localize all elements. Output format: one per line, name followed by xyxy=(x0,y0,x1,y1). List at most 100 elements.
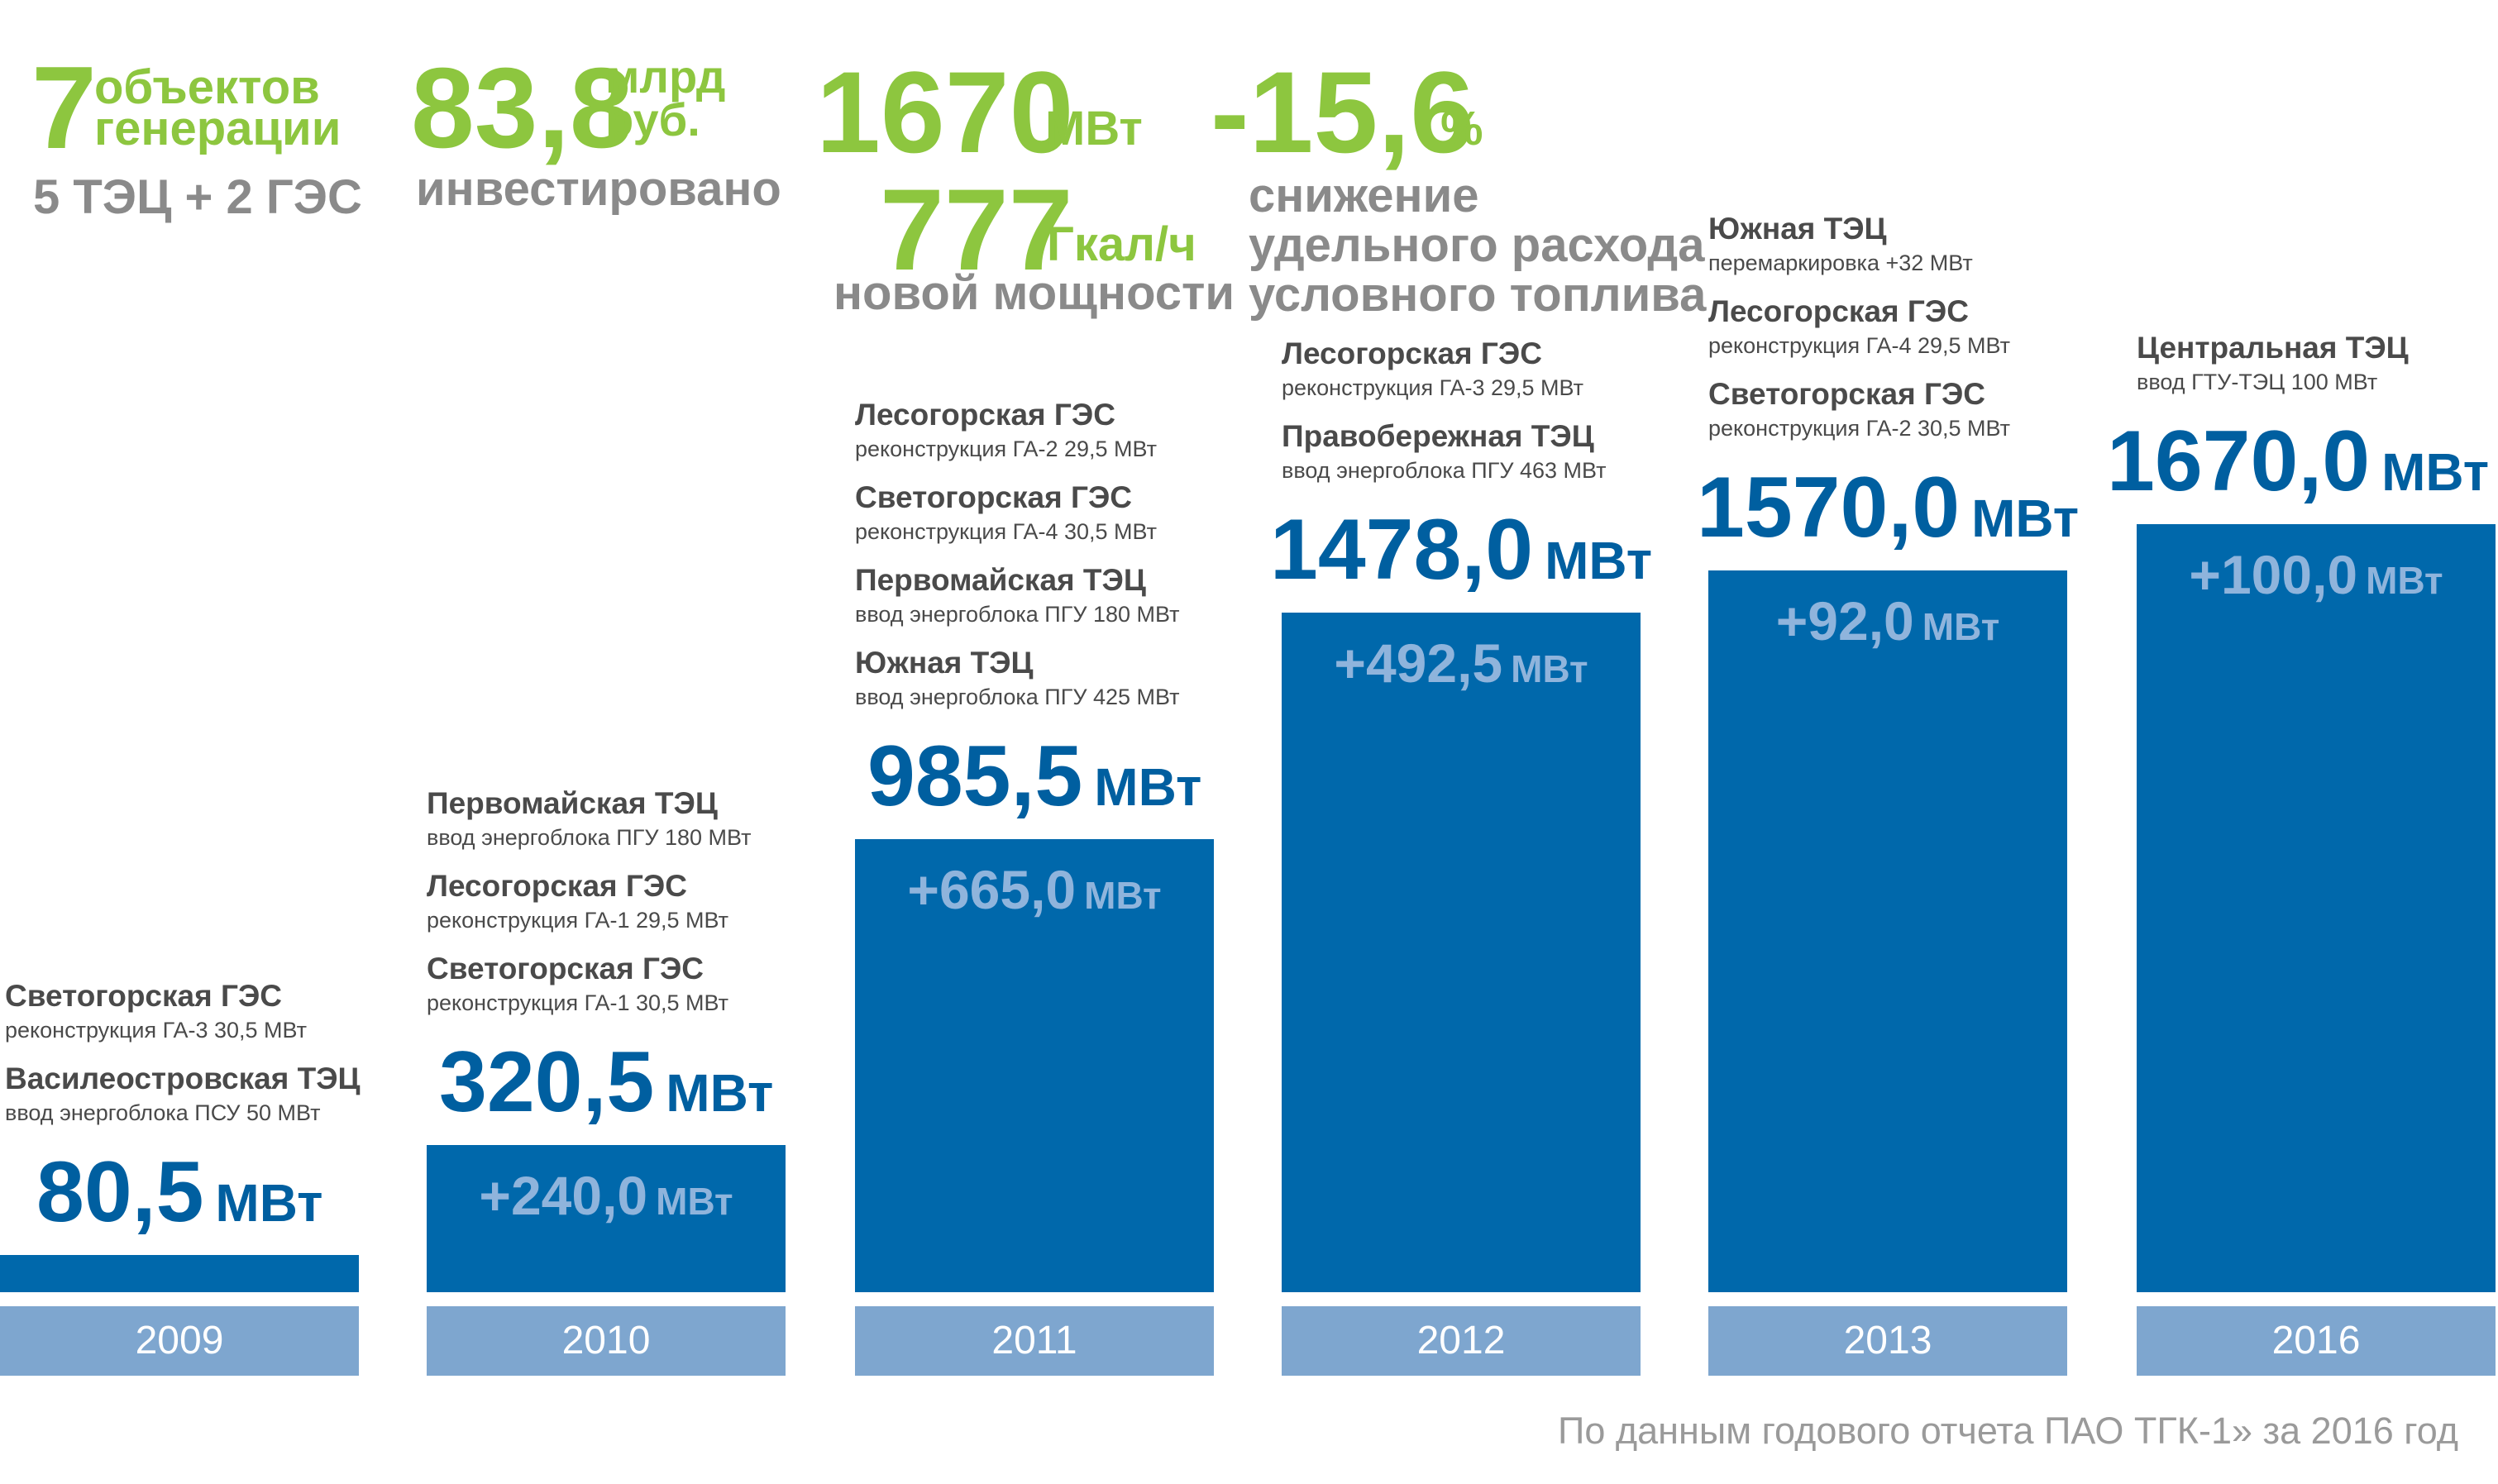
total-value: 1570,0 xyxy=(1697,460,1961,556)
annotation-item: Светогорская ГЭС реконструкция ГА-4 30,5 … xyxy=(855,479,1180,546)
total-unit: МВт xyxy=(215,1173,323,1233)
delta-label-2012: +492,5 МВт xyxy=(1282,636,1641,690)
bar-2016 xyxy=(2137,524,2496,1292)
annotation-station: Светогорская ГЭС xyxy=(1708,377,1985,411)
delta-value: +240,0 xyxy=(479,1165,648,1226)
annotation-detail: ввод энергоблока ПСУ 50 МВт xyxy=(5,1100,321,1125)
annotation-station: Южная ТЭЦ xyxy=(1708,212,1887,246)
kpi-objects-value: 7 xyxy=(31,42,97,174)
total-label-2011: 985,5 МВт xyxy=(867,733,1201,819)
year-label: 2013 xyxy=(1843,1319,1932,1362)
bar-2011 xyxy=(855,839,1214,1292)
annotation-item: Правобережная ТЭЦ ввод энергоблока ПГУ 46… xyxy=(1282,418,1607,485)
annotation-item: Светогорская ГЭС реконструкция ГА-3 30,5 … xyxy=(5,977,361,1045)
annotation-item: Светогорская ГЭС реконструкция ГА-2 30,5 … xyxy=(1708,375,2010,443)
annotation-item: Южная ТЭЦ перемаркировка +32 МВт xyxy=(1708,210,2010,278)
total-label-2013: 1570,0 МВт xyxy=(1697,465,2079,551)
delta-unit: МВт xyxy=(1084,874,1162,917)
annotation-group-2013: Южная ТЭЦ перемаркировка +32 МВт Лесогорск… xyxy=(1708,210,2010,458)
kpi-investment-unit-1: млрд xyxy=(605,50,726,103)
annotation-item: Лесогорская ГЭС реконструкция ГА-1 29,5 М… xyxy=(427,867,752,935)
delta-value: +92,0 xyxy=(1775,590,1914,651)
annotation-station: Лесогорская ГЭС xyxy=(1708,294,1969,328)
annotation-item: Лесогорская ГЭС реконструкция ГА-3 29,5 М… xyxy=(1282,335,1607,403)
year-label: 2011 xyxy=(991,1319,1077,1362)
annotation-station: Лесогорская ГЭС xyxy=(427,869,687,903)
annotation-detail: ввод энергоблока ПГУ 180 МВт xyxy=(855,602,1180,627)
annotation-station: Южная ТЭЦ xyxy=(855,646,1034,680)
annotation-station: Светогорская ГЭС xyxy=(427,952,704,985)
year-band-2011: 2011 xyxy=(855,1306,1214,1376)
kpi-fuel-value: -15,6 xyxy=(1211,47,1475,177)
kpi-capacity-heat-unit: Гкал/ч xyxy=(1047,217,1196,271)
delta-unit: МВт xyxy=(656,1180,733,1223)
total-value: 1670,0 xyxy=(2107,413,2371,509)
delta-unit: МВт xyxy=(2366,559,2443,602)
annotation-station: Лесогорская ГЭС xyxy=(1282,336,1542,370)
total-value: 985,5 xyxy=(867,728,1083,824)
annotation-detail: ввод энергоблока ПГУ 425 МВт xyxy=(855,685,1180,709)
year-band-2013: 2013 xyxy=(1708,1306,2067,1376)
bar-2013 xyxy=(1708,570,2067,1292)
year-label: 2009 xyxy=(135,1319,224,1362)
kpi-fuel-sub-2: удельного расхода xyxy=(1249,218,1705,272)
annotation-detail: реконструкция ГА-3 30,5 МВт xyxy=(5,1018,307,1043)
annotation-station: Правобережная ТЭЦ xyxy=(1282,419,1594,453)
annotation-item: Василеостровская ТЭЦ ввод энергоблока ПСУ… xyxy=(5,1060,361,1128)
total-unit: МВт xyxy=(1971,489,2080,548)
delta-label-2013: +92,0 МВт xyxy=(1708,594,2067,648)
year-band-2012: 2012 xyxy=(1282,1306,1641,1376)
bar-2012 xyxy=(1282,613,1641,1292)
annotation-item: Центральная ТЭЦ ввод ГТУ-ТЭЦ 100 МВт xyxy=(2137,329,2409,397)
year-band-2009: 2009 xyxy=(0,1306,359,1376)
total-value: 80,5 xyxy=(36,1144,204,1240)
total-value: 1478,0 xyxy=(1270,502,1534,598)
delta-unit: МВт xyxy=(1511,647,1588,690)
kpi-fuel-unit: % xyxy=(1440,102,1483,155)
kpi-objects-label-2: генерации xyxy=(94,102,342,155)
annotation-station: Первомайская ТЭЦ xyxy=(427,786,718,820)
kpi-capacity-power-value: 1670 xyxy=(816,47,1074,177)
total-label-2016: 1670,0 МВт xyxy=(2107,418,2489,504)
annotation-station: Лесогорская ГЭС xyxy=(855,398,1115,432)
total-unit: МВт xyxy=(2381,442,2490,502)
total-unit: МВт xyxy=(1094,757,1202,817)
total-unit: МВт xyxy=(1545,531,1653,590)
total-value: 320,5 xyxy=(439,1034,655,1130)
year-label: 2016 xyxy=(2271,1319,2361,1362)
annotation-detail: реконструкция ГА-2 29,5 МВт xyxy=(855,437,1157,461)
source-note: По данным годового отчета ПАО ТГК-1» за … xyxy=(1557,1410,2458,1452)
kpi-objects-sub: 5 ТЭЦ + 2 ГЭС xyxy=(33,170,362,224)
total-unit: МВт xyxy=(666,1063,774,1123)
annotation-item: Лесогорская ГЭС реконструкция ГА-4 29,5 М… xyxy=(1708,293,2010,360)
kpi-investment-value: 83,8 xyxy=(411,45,633,172)
annotation-item: Первомайская ТЭЦ ввод энергоблока ПГУ 180… xyxy=(855,561,1180,629)
annotation-station: Центральная ТЭЦ xyxy=(2137,331,2409,365)
total-label-2009: 80,5 МВт xyxy=(36,1149,322,1235)
total-label-2010: 320,5 МВт xyxy=(439,1039,773,1125)
annotation-detail: реконструкция ГА-2 30,5 МВт xyxy=(1708,416,2010,441)
annotation-group-2012: Лесогорская ГЭС реконструкция ГА-3 29,5 М… xyxy=(1282,335,1607,500)
annotation-detail: перемаркировка +32 МВт xyxy=(1708,251,1973,275)
delta-label-2016: +100,0 МВт xyxy=(2137,547,2496,602)
kpi-capacity-heat-value: 777 xyxy=(880,165,1073,294)
annotation-group-2016: Центральная ТЭЦ ввод ГТУ-ТЭЦ 100 МВт xyxy=(2137,329,2409,412)
kpi-investment-sub: инвестировано xyxy=(416,162,781,216)
annotation-detail: реконструкция ГА-4 29,5 МВт xyxy=(1708,333,2010,358)
kpi-fuel-sub-3: условного топлива xyxy=(1249,268,1707,322)
annotation-group-2010: Первомайская ТЭЦ ввод энергоблока ПГУ 180… xyxy=(427,785,752,1033)
annotation-item: Южная ТЭЦ ввод энергоблока ПГУ 425 МВт xyxy=(855,644,1180,712)
annotation-detail: реконструкция ГА-1 29,5 МВт xyxy=(427,908,728,933)
delta-label-2011: +665,0 МВт xyxy=(855,862,1214,917)
delta-value: +492,5 xyxy=(1334,632,1503,694)
annotation-detail: реконструкция ГА-3 29,5 МВт xyxy=(1282,375,1583,400)
year-band-2010: 2010 xyxy=(427,1306,786,1376)
kpi-capacity-sub: новой мощности xyxy=(833,266,1235,320)
annotation-station: Светогорская ГЭС xyxy=(5,979,282,1013)
total-label-2012: 1478,0 МВт xyxy=(1270,507,1652,593)
kpi-investment-unit-2: руб. xyxy=(605,93,700,146)
annotation-item: Первомайская ТЭЦ ввод энергоблока ПГУ 180… xyxy=(427,785,752,852)
annotation-group-2009: Светогорская ГЭС реконструкция ГА-3 30,5 … xyxy=(5,977,361,1143)
annotation-station: Первомайская ТЭЦ xyxy=(855,563,1146,597)
kpi-objects-label-1: объектов xyxy=(94,60,320,114)
